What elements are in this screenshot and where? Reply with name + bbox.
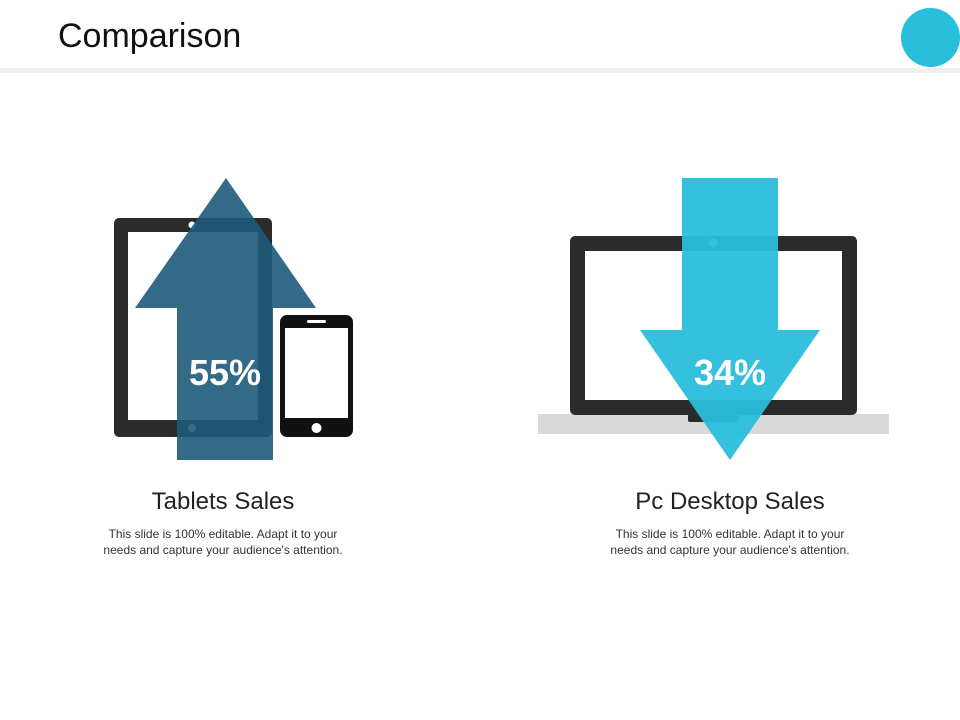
desktop-description-line2: needs and capture your audience's attent… — [610, 543, 850, 557]
desktop-percent: 34% — [693, 352, 767, 393]
slide-title: Comparison — [58, 17, 242, 55]
arrow-up-icon — [135, 178, 316, 460]
desktop-description-line1: This slide is 100% editable. Adapt it to… — [615, 527, 845, 541]
arrow-down-icon — [640, 178, 820, 460]
header-divider — [0, 68, 960, 73]
tablets-heading: Tablets Sales — [151, 488, 295, 515]
tablets-description-line2: needs and capture your audience's attent… — [103, 543, 343, 557]
tablets-percent: 55% — [188, 352, 262, 393]
desktop-heading: Pc Desktop Sales — [635, 488, 825, 515]
tablets-description-line1: This slide is 100% editable. Adapt it to… — [108, 527, 338, 541]
smartphone-icon — [280, 315, 353, 437]
accent-circle — [901, 8, 960, 67]
